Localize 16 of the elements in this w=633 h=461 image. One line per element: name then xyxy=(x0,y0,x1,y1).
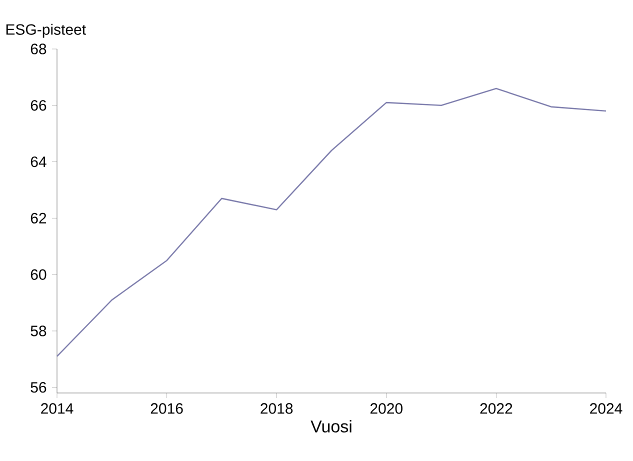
y-tick-label: 68 xyxy=(30,44,46,54)
x-tick-label: 2016 xyxy=(150,403,183,414)
y-tick-label: 56 xyxy=(30,382,46,393)
y-axis-title: ESG-pisteet xyxy=(6,24,86,38)
y-tick-label: 62 xyxy=(30,212,46,224)
y-tick-label: 66 xyxy=(30,100,46,111)
y-tick-label: 58 xyxy=(30,326,46,336)
y-tick-label: 60 xyxy=(30,269,46,280)
line-series xyxy=(56,88,607,357)
y-tick-label: 64 xyxy=(30,156,46,168)
x-tick-label: 2020 xyxy=(370,403,402,414)
x-axis-title: Vuosi xyxy=(310,420,352,432)
x-tick-label: 2022 xyxy=(480,403,512,414)
x-tick-label: 2024 xyxy=(590,403,622,414)
x-tick-label: 2014 xyxy=(41,403,74,414)
x-tick-label: 2018 xyxy=(260,403,293,414)
